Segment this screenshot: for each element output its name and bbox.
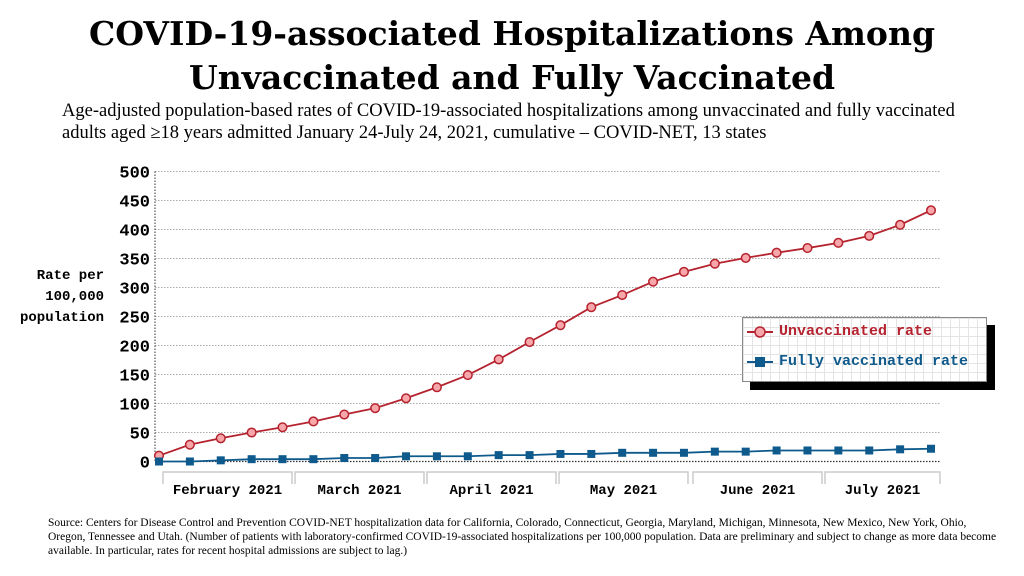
data-point <box>771 247 782 258</box>
data-point <box>710 447 719 456</box>
data-point <box>587 449 596 458</box>
data-point <box>432 452 441 461</box>
data-point <box>864 230 875 241</box>
data-point <box>649 448 658 457</box>
data-point <box>834 446 843 455</box>
x-group-label: February 2021 <box>173 483 282 499</box>
y-tick-label: 0 <box>140 455 150 474</box>
data-point <box>340 454 349 463</box>
x-group-label: July 2021 <box>845 483 921 499</box>
data-point <box>402 452 411 461</box>
legend-item-unvaccinated: Unvaccinated rate <box>747 323 932 340</box>
data-point <box>216 456 225 465</box>
circle-marker-icon <box>747 325 773 338</box>
data-point <box>155 457 163 466</box>
data-point <box>709 258 720 269</box>
data-point <box>803 446 812 455</box>
data-point <box>371 454 380 463</box>
data-point <box>895 219 906 230</box>
data-point <box>525 451 534 460</box>
data-point <box>678 266 690 277</box>
data-point <box>309 455 318 464</box>
data-point <box>400 393 412 404</box>
data-point <box>370 403 381 414</box>
data-point <box>648 276 659 287</box>
x-group-bracket <box>558 471 689 484</box>
y-tick-label: 500 <box>119 165 150 184</box>
legend-label: Fully vaccinated rate <box>779 353 969 370</box>
x-group-bracket <box>294 471 425 484</box>
square-marker-icon <box>747 356 773 367</box>
data-point <box>556 449 565 458</box>
data-point <box>463 452 472 461</box>
y-tick-label: 150 <box>119 368 150 387</box>
data-point <box>925 205 937 216</box>
x-group-bracket <box>426 471 557 484</box>
chart-title: COVID-19-associated Hospitalizations Amo… <box>88 14 936 97</box>
y-tick-label: 300 <box>119 281 150 300</box>
data-point <box>184 439 195 450</box>
data-point <box>494 451 503 460</box>
y-tick-label: 50 <box>130 426 150 445</box>
series-fully-vaccinated <box>155 444 935 466</box>
y-tick-label: 200 <box>119 339 150 358</box>
chart-subtitle: Age-adjusted population-based rates of C… <box>62 101 955 143</box>
data-point <box>339 409 350 420</box>
series-line <box>158 209 932 457</box>
data-point <box>555 320 566 331</box>
data-point <box>215 433 226 444</box>
data-point <box>833 237 844 248</box>
data-point <box>740 252 751 263</box>
y-axis-label-line: Rate per <box>36 268 104 284</box>
x-group-bracket <box>692 471 823 484</box>
legend-label: Unvaccinated rate <box>779 323 933 340</box>
x-group-label: April 2021 <box>449 483 533 499</box>
y-tick-label: 350 <box>119 252 150 271</box>
data-point <box>278 455 287 464</box>
data-point <box>431 382 442 393</box>
y-axis-label: Rate per 100,000 population <box>4 266 104 329</box>
data-point <box>772 446 781 455</box>
y-axis-label-line: 100,000 <box>45 289 104 305</box>
legend-item-fully-vaccinated: Fully vaccinated rate <box>747 353 968 370</box>
data-point <box>185 457 194 466</box>
data-point <box>741 447 750 456</box>
data-point <box>277 422 288 433</box>
y-tick-label: 250 <box>119 310 150 329</box>
x-group-bracket <box>162 471 293 484</box>
data-point <box>308 416 319 427</box>
data-point <box>247 455 256 464</box>
y-axis-label-line: population <box>19 310 104 326</box>
data-point <box>462 370 473 381</box>
data-point <box>865 446 874 455</box>
data-point <box>617 289 628 301</box>
x-group-bracket <box>824 471 941 484</box>
y-tick-label: 400 <box>119 223 150 242</box>
y-tick-label: 450 <box>119 194 150 213</box>
x-group-label: March 2021 <box>317 483 401 499</box>
data-point <box>896 445 905 454</box>
source-note: Source: Centers for Disease Control and … <box>48 517 997 557</box>
x-group-label: June 2021 <box>720 483 796 499</box>
data-point <box>586 302 597 313</box>
y-tick-label: 100 <box>119 397 150 416</box>
data-point <box>802 243 813 254</box>
series-unvaccinated <box>153 205 937 461</box>
legend: Unvaccinated rate Fully vaccinated rate <box>742 317 987 382</box>
series-line <box>159 447 932 463</box>
data-point <box>679 448 688 457</box>
data-point <box>524 336 535 348</box>
data-point <box>246 427 257 438</box>
x-group-label: May 2021 <box>590 483 657 499</box>
data-point <box>618 448 627 457</box>
data-point <box>927 444 935 453</box>
data-point <box>493 354 504 365</box>
